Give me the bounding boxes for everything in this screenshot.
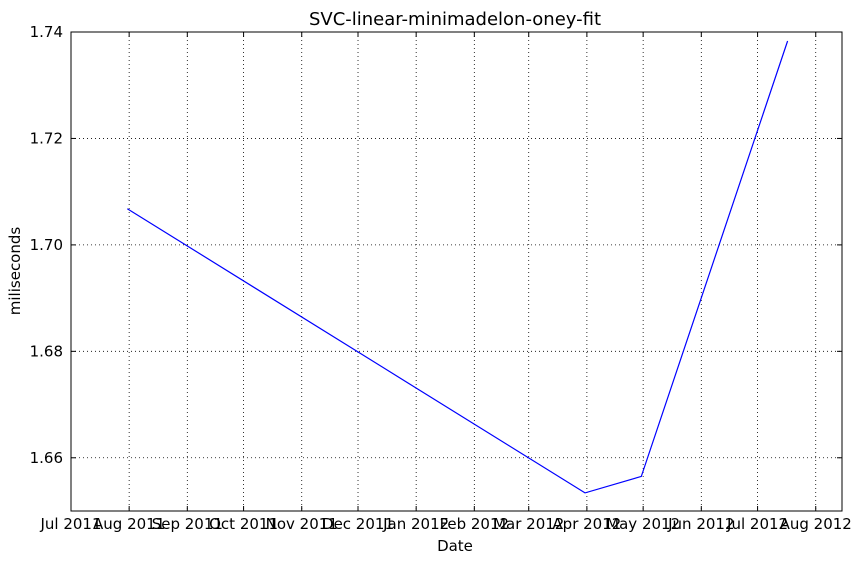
x-tick-label: Nov 2011 (266, 515, 338, 533)
x-tick-label: Aug 2012 (780, 515, 852, 533)
x-tick-label: Oct 2011 (209, 515, 278, 533)
x-tick-label: Feb 2012 (440, 515, 510, 533)
x-axis-label: Date (437, 537, 473, 555)
y-tick-label: 1.66 (30, 449, 63, 467)
series-line (126, 40, 789, 494)
x-tick-label: Mar 2012 (493, 515, 564, 533)
grid-lines (71, 32, 842, 511)
x-tick-label: Sep 2011 (152, 515, 223, 533)
plot-area-frame (70, 31, 843, 512)
x-tick-label: Jan 2012 (382, 515, 449, 533)
y-tick-label: 1.68 (30, 342, 63, 360)
y-tick-label: 1.72 (30, 129, 63, 147)
x-tick-label: Jun 2012 (667, 515, 734, 533)
x-tick-label: Aug 2011 (93, 515, 165, 533)
y-axis-label: miliseconds (6, 227, 24, 316)
x-tick-label: Apr 2012 (552, 515, 621, 533)
x-tick-label: Jul 2012 (726, 515, 788, 533)
x-tick-label: May 2012 (606, 515, 680, 533)
chart-title: SVC-linear-minimadelon-oney-fit (309, 9, 601, 30)
series-layer (126, 40, 789, 494)
x-tick-label: Jul 2011 (39, 515, 101, 533)
y-tick-label: 1.70 (30, 236, 63, 254)
y-tick-label: 1.74 (30, 23, 63, 41)
x-tick-label: Dec 2011 (322, 515, 394, 533)
